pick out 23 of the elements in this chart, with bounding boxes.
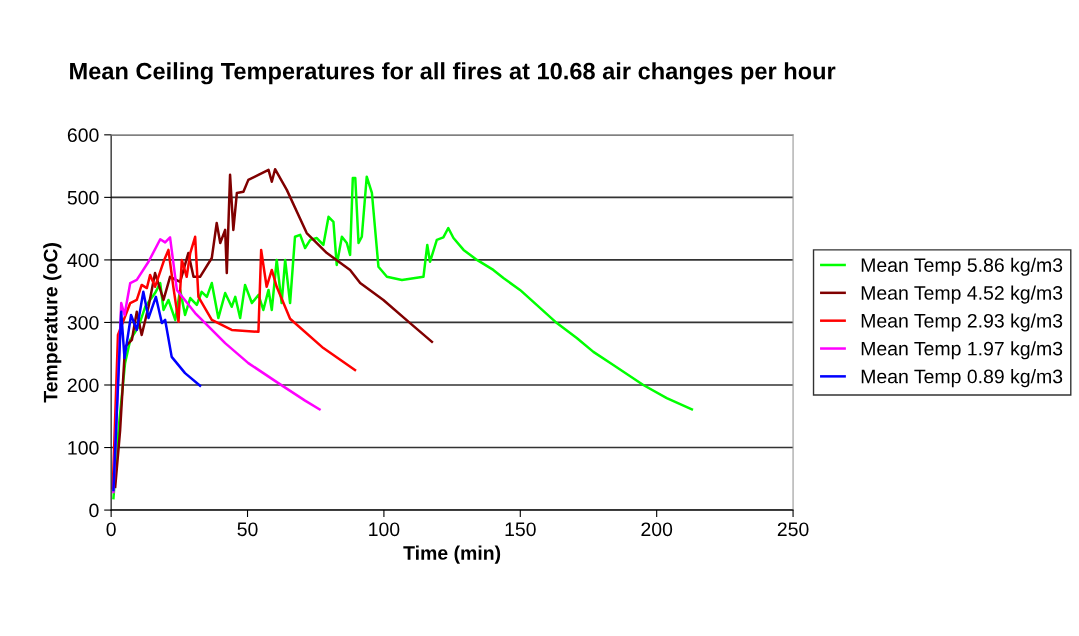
line-series xyxy=(112,290,202,492)
y-tick-label: 100 xyxy=(68,441,99,455)
x-tick-label: 50 xyxy=(237,522,258,537)
x-axis-title: Time (min) xyxy=(403,545,501,564)
legend-label: Mean Temp 1.97 kg/m3 xyxy=(861,341,1063,360)
x-tick-label: 0 xyxy=(106,522,116,537)
line-series xyxy=(113,167,434,489)
y-tick-label: 300 xyxy=(67,315,99,330)
x-tick-label: 250 xyxy=(777,522,809,537)
y-tick-label: 500 xyxy=(67,190,99,205)
y-tick-label: 200 xyxy=(67,378,99,393)
y-axis-title: Temperature (oC) xyxy=(43,243,62,403)
legend-label: Mean Temp 4.52 kg/m3 xyxy=(861,285,1063,304)
x-tick-label: 150 xyxy=(505,522,536,537)
y-tick-label: 600 xyxy=(67,128,99,143)
chart-title: Mean Ceiling Temperatures for all fires at 10.68 air changes per hour xyxy=(70,62,836,85)
y-tick-label: 0 xyxy=(89,503,99,518)
legend-label: Mean Temp 2.93 kg/m3 xyxy=(861,313,1063,332)
x-tick-label: 200 xyxy=(641,522,673,537)
legend-label: Mean Temp 0.89 kg/m3 xyxy=(861,369,1063,388)
x-tick-label: 100 xyxy=(369,522,400,537)
legend-label: Mean Temp 5.86 kg/m3 xyxy=(861,257,1063,276)
y-tick-label: 400 xyxy=(67,253,99,268)
